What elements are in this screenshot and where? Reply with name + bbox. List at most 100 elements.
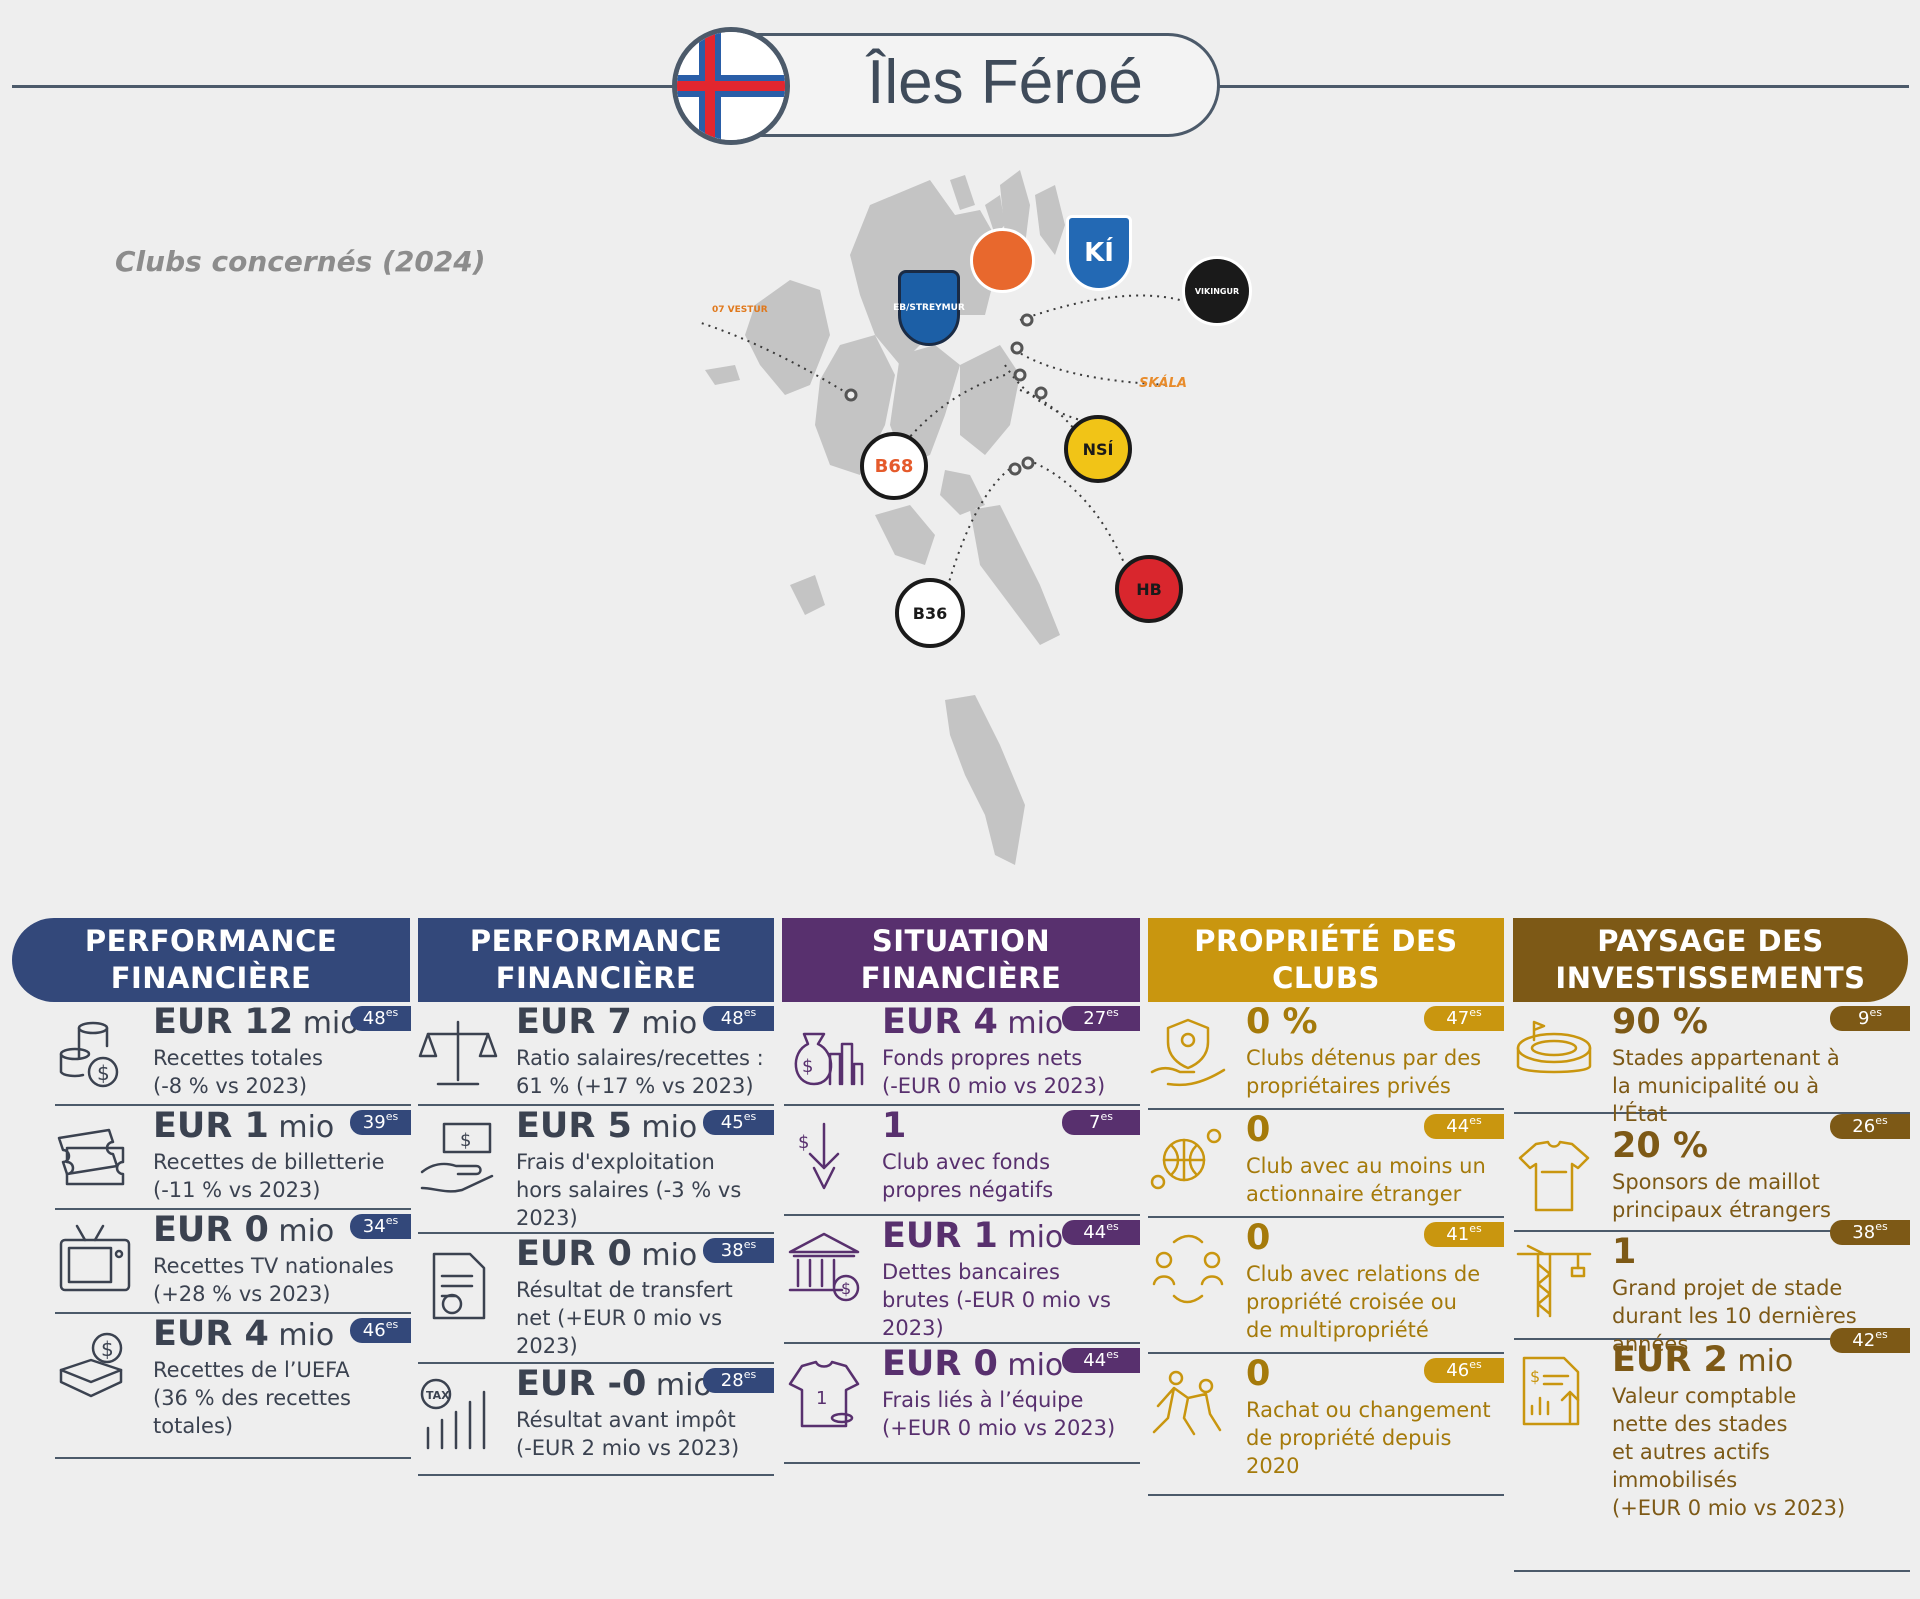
stat-value-number: 90 % [1612, 1002, 1708, 1042]
rank-suffix: es [1875, 1220, 1888, 1233]
stat-value: 1 [882, 1106, 906, 1146]
stat-value-unit: mio [631, 1238, 698, 1273]
stat-item: EUR 1 mio Recettes de billetterie (-11 % v… [55, 1106, 411, 1210]
stat-description: Résultat avant impôt (-EUR 2 mio vs 2023) [516, 1406, 739, 1462]
rank-badge: 44es [1424, 1114, 1504, 1139]
rank-number: 42 [1852, 1330, 1876, 1351]
rank-suffix: es [1100, 1110, 1113, 1123]
tax-chart-icon: TAX [418, 1376, 498, 1456]
club-logo-b36: B36 [895, 578, 965, 648]
stat-value: EUR -0 mio [516, 1364, 712, 1404]
stat-description-line: Recettes de l’UEFA [153, 1358, 350, 1382]
stat-description-line: Recettes TV nationales [153, 1254, 394, 1278]
stat-description-line: Grand projet de stade [1612, 1276, 1843, 1300]
stat-value-number: EUR 2 [1612, 1340, 1728, 1380]
stat-description-line: 2023) [882, 1316, 944, 1340]
rank-suffix: es [1875, 1328, 1888, 1341]
rank-suffix: es [1469, 1222, 1482, 1235]
stat-description-line: et autres actifs [1612, 1440, 1770, 1464]
rank-badge: 44es [1062, 1348, 1140, 1373]
rank-badge: 39es [350, 1110, 411, 1135]
rank-number: 48 [720, 1008, 744, 1029]
rank-number: 45 [720, 1112, 744, 1133]
club-logo-vikingur: VIKINGUR [1182, 256, 1252, 326]
stat-description-line: (36 % des recettes [153, 1386, 351, 1410]
stat-description-line: brutes (-EUR 0 mio vs [882, 1288, 1111, 1312]
rank-number: 44 [1083, 1222, 1107, 1243]
private-ownership-icon [1148, 1014, 1228, 1094]
stat-item: 0 Club avec relations de propriété croisée… [1148, 1218, 1504, 1354]
stat-description: Recettes TV nationales (+28 % vs 2023) [153, 1252, 394, 1308]
stat-description-line: hors salaires (-3 % vs [516, 1178, 742, 1202]
stat-value-number: EUR 4 [153, 1314, 269, 1354]
stat-description-line: 2023) [516, 1206, 578, 1230]
stat-value-number: EUR 1 [153, 1106, 269, 1146]
stat-description-line: Ratio salaires/recettes : [516, 1046, 764, 1070]
rank-number: 48 [362, 1008, 386, 1029]
jersey-icon [1514, 1138, 1594, 1218]
stat-item: $ EUR 1 mio Dettes bancaires brutes (-EUR 0… [784, 1216, 1140, 1344]
rank-badge: 42es [1830, 1328, 1910, 1353]
stat-item: $ EUR 12 mio Recettes totales (-8 % vs 2023… [55, 1002, 411, 1106]
stat-description-line: Clubs détenus par des [1246, 1046, 1482, 1070]
rank-suffix: es [1469, 1358, 1482, 1371]
rank-suffix: es [385, 1318, 399, 1331]
stat-description-line: l’État [1612, 1102, 1668, 1126]
header-propriete-des-clubs: PROPRIÉTÉ DES CLUBS [1148, 918, 1504, 1002]
rank-badge: 38es [703, 1238, 774, 1263]
stat-description-line: de propriété depuis [1246, 1426, 1452, 1450]
stat-description-line: Rachat ou changement [1246, 1398, 1491, 1422]
stat-description: Résultat de transfert net (+EUR 0 mio vs 2… [516, 1276, 733, 1360]
svg-text:$: $ [460, 1130, 471, 1151]
stat-value-number: EUR 12 [153, 1002, 294, 1042]
rank-badge: 38es [1830, 1220, 1910, 1245]
svg-text:$: $ [798, 1132, 809, 1153]
stat-value: EUR 12 mio [153, 1002, 359, 1042]
stat-value-number: EUR 0 [153, 1210, 269, 1250]
stat-value-number: 0 [1246, 1354, 1271, 1394]
stat-description: Recettes totales (-8 % vs 2023) [153, 1044, 323, 1100]
stat-item: $1 Club avec fonds propres négatifs 7es [784, 1106, 1140, 1216]
crane-icon [1514, 1244, 1594, 1324]
stat-description: Rachat ou changement de propriété depuis 2… [1246, 1396, 1491, 1480]
club-logo-eb-streymur: EB/STREYMUR [893, 270, 965, 346]
rank-suffix: es [385, 1006, 399, 1019]
rank-suffix: es [1106, 1348, 1119, 1361]
ownership-change-icon [1148, 1366, 1228, 1446]
rank-badge: 46es [1424, 1358, 1504, 1383]
stat-value-number: 1 [1612, 1232, 1637, 1272]
scale-icon [418, 1014, 498, 1094]
money-bag-chart-icon: $ [784, 1014, 864, 1094]
svg-text:$: $ [1530, 1367, 1540, 1386]
stat-description-line: (-8 % vs 2023) [153, 1074, 308, 1098]
bank-icon: $ [784, 1228, 864, 1308]
rank-suffix: es [743, 1238, 757, 1251]
rank-number: 9 [1858, 1008, 1870, 1029]
stat-item: EUR 0 mio Recettes TV nationales (+28 % vs… [55, 1210, 411, 1314]
stat-value: 90 % [1612, 1002, 1708, 1042]
stat-description-line: immobilisés [1612, 1468, 1738, 1492]
cross-ownership-icon [1148, 1230, 1228, 1310]
stat-description: Recettes de billetterie (-11 % vs 2023) [153, 1148, 385, 1204]
rank-suffix: es [385, 1110, 399, 1123]
transfer-document-icon [418, 1246, 498, 1326]
stat-description-line: (+28 % vs 2023) [153, 1282, 331, 1306]
stat-value-unit: mio [268, 1318, 335, 1353]
rank-number: 38 [720, 1240, 744, 1261]
stat-description-line: de multipropriété [1246, 1318, 1429, 1342]
stat-description-line: 2023) [516, 1334, 578, 1358]
stat-value: 0 [1246, 1354, 1270, 1394]
stat-value: EUR 1 mio [153, 1106, 334, 1146]
stat-value-number: 20 % [1612, 1126, 1708, 1166]
stat-description-line: net (+EUR 0 mio vs [516, 1306, 723, 1330]
stat-value: EUR 5 mio [516, 1106, 697, 1146]
stat-description-line: la municipalité ou à [1612, 1074, 1820, 1098]
rank-number: 7 [1089, 1112, 1101, 1133]
svg-text:$: $ [841, 1279, 851, 1298]
hand-money-icon: $ [418, 1118, 498, 1198]
stat-value: 0 [1246, 1218, 1270, 1258]
stat-description-line: (+EUR 0 mio vs 2023) [1612, 1496, 1846, 1520]
stat-description-line: Valeur comptable [1612, 1384, 1797, 1408]
rank-badge: 41es [1424, 1222, 1504, 1247]
header-performance-financiere-2: PERFORMANCE FINANCIÈRE [418, 918, 774, 1002]
